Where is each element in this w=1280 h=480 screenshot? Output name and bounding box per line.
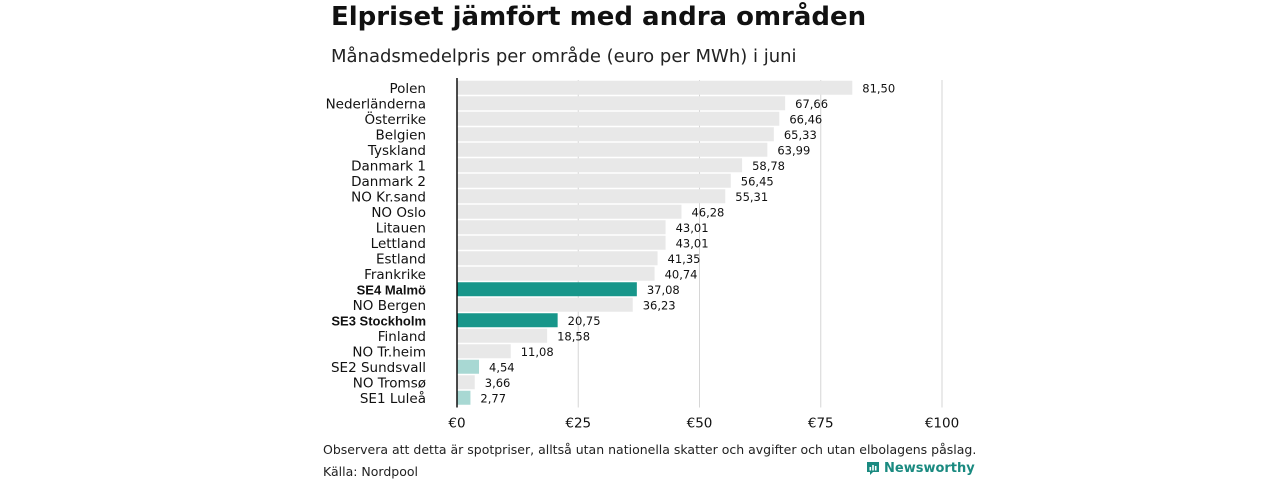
value-label: 43,01 bbox=[676, 236, 709, 250]
category-label: NO Tromsø bbox=[353, 375, 426, 391]
value-label: 46,28 bbox=[691, 205, 724, 219]
value-label: 43,01 bbox=[676, 221, 709, 235]
category-label: Estland bbox=[376, 251, 426, 267]
bar bbox=[457, 297, 633, 312]
category-label: Danmark 1 bbox=[351, 158, 426, 174]
bar bbox=[457, 127, 774, 142]
category-label: Finland bbox=[378, 329, 426, 345]
bar bbox=[457, 375, 475, 390]
bar bbox=[457, 158, 743, 173]
value-label: 66,46 bbox=[789, 112, 822, 126]
bar bbox=[457, 142, 768, 157]
source-note: Källa: Nordpool bbox=[323, 464, 418, 479]
x-tick-label: €50 bbox=[687, 416, 713, 432]
bar bbox=[457, 251, 658, 266]
chart-subtitle: Månadsmedelpris per område (euro per MWh… bbox=[331, 46, 797, 67]
category-label: Lettland bbox=[371, 236, 426, 252]
value-label: 58,78 bbox=[752, 159, 785, 173]
value-label: 3,66 bbox=[485, 376, 511, 390]
value-label: 65,33 bbox=[784, 128, 817, 142]
bar bbox=[457, 173, 731, 188]
category-label: Nederländerna bbox=[326, 96, 426, 112]
bar bbox=[457, 111, 780, 126]
bar bbox=[457, 282, 637, 297]
bar bbox=[457, 220, 666, 235]
x-tick-label: €75 bbox=[808, 416, 834, 432]
brand-name: Newsworthy bbox=[884, 461, 975, 476]
bar bbox=[457, 189, 726, 204]
bar bbox=[457, 204, 682, 219]
value-label: 37,08 bbox=[647, 283, 680, 297]
value-label: 2,77 bbox=[480, 391, 506, 405]
value-label: 55,31 bbox=[735, 190, 768, 204]
brand-logo: Newsworthy bbox=[866, 461, 975, 476]
category-label: NO Bergen bbox=[353, 298, 426, 314]
bar bbox=[457, 359, 480, 374]
category-label: Litauen bbox=[376, 220, 426, 236]
category-label: Tyskland bbox=[367, 143, 426, 159]
value-label: 81,50 bbox=[862, 81, 895, 95]
category-label: Belgien bbox=[376, 127, 427, 143]
value-label: 20,75 bbox=[568, 314, 601, 328]
newsworthy-logo-icon bbox=[867, 462, 879, 475]
category-label: Polen bbox=[389, 81, 426, 97]
bar bbox=[457, 235, 666, 250]
bar-chart: Polen 81,50 Nederländerna 67,66 Österrike 66,… bbox=[326, 78, 959, 432]
category-label: Österrike bbox=[364, 110, 426, 128]
value-label: 41,35 bbox=[668, 252, 701, 266]
category-label: NO Kr.sand bbox=[351, 189, 426, 205]
bar bbox=[457, 80, 853, 95]
value-label: 40,74 bbox=[665, 267, 698, 281]
chart-title: Elpriset jämfört med andra områden bbox=[331, 2, 867, 32]
bar bbox=[457, 390, 471, 405]
bar bbox=[457, 328, 548, 343]
bar bbox=[457, 313, 558, 328]
category-label: NO Tr.heim bbox=[352, 344, 426, 360]
category-label: Frankrike bbox=[364, 267, 426, 283]
category-label: SE1 Luleå bbox=[360, 390, 426, 407]
value-label: 63,99 bbox=[777, 143, 810, 157]
category-label: NO Oslo bbox=[371, 205, 426, 221]
category-label: Danmark 2 bbox=[351, 174, 426, 190]
value-label: 4,54 bbox=[489, 360, 515, 374]
value-label: 18,58 bbox=[557, 329, 590, 343]
x-tick-label: €0 bbox=[448, 416, 465, 432]
category-label: SE3 Stockholm bbox=[331, 313, 426, 328]
category-label: SE4 Malmö bbox=[357, 282, 426, 297]
bar bbox=[457, 344, 511, 359]
bar bbox=[457, 266, 655, 281]
value-label: 36,23 bbox=[643, 298, 676, 312]
value-label: 56,45 bbox=[741, 174, 774, 188]
value-label: 67,66 bbox=[795, 97, 828, 111]
bar bbox=[457, 96, 786, 111]
x-tick-label: €100 bbox=[925, 416, 959, 432]
category-label: SE2 Sundsvall bbox=[331, 360, 426, 376]
footnote: Observera att detta är spotpriser, allts… bbox=[323, 442, 977, 457]
value-label: 11,08 bbox=[521, 345, 554, 359]
x-tick-label: €25 bbox=[565, 416, 591, 432]
